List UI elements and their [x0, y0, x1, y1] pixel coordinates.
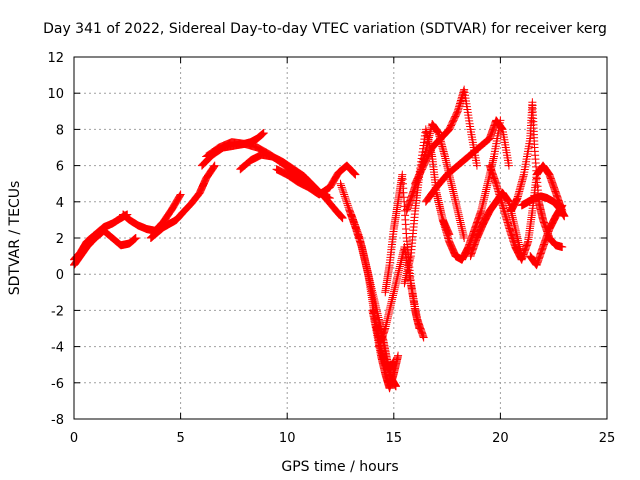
data-point: [444, 126, 453, 135]
data-point: [209, 163, 218, 172]
data-point: [340, 190, 349, 199]
x-tick-label: 20: [492, 431, 509, 446]
data-point: [472, 161, 481, 170]
x-tick-labels: 0 5 10 15 20 25: [70, 431, 615, 446]
data-point: [348, 213, 357, 222]
data-point: [350, 218, 359, 227]
data-point: [558, 201, 567, 210]
data-point: [338, 185, 347, 194]
data-point: [338, 214, 347, 223]
data-point: [504, 161, 513, 170]
data-point: [339, 188, 348, 197]
y-tick-label: 6: [56, 160, 64, 175]
x-axis-label: GPS time / hours: [281, 459, 398, 475]
data-point: [347, 212, 356, 221]
x-tick-label: 0: [70, 431, 78, 446]
data-point: [349, 217, 358, 226]
chart-title: Day 341 of 2022, Sidereal Day-to-day VTE…: [43, 21, 607, 37]
y-tick-label: 12: [47, 51, 64, 66]
x-tick-label: 5: [176, 431, 184, 446]
y-tick-label: -2: [51, 304, 64, 319]
data-point: [210, 161, 219, 170]
data-point: [338, 186, 347, 195]
y-tick-label: -4: [51, 341, 64, 356]
data-point: [558, 243, 567, 252]
data-point: [350, 169, 359, 178]
data-point: [349, 168, 358, 177]
data-point: [351, 170, 360, 179]
data-point: [131, 234, 140, 242]
data-point: [460, 234, 469, 242]
y-tick-label: 4: [56, 196, 64, 211]
data-point: [343, 199, 352, 208]
data-point: [351, 222, 360, 231]
axis-ticks: [73, 56, 608, 420]
data-point: [342, 197, 351, 206]
y-tick-label: 0: [56, 268, 64, 283]
data-point: [350, 170, 359, 179]
data-point: [560, 212, 569, 221]
data-point: [337, 181, 346, 190]
data-point: [348, 215, 357, 224]
y-tick-label: -8: [51, 413, 64, 428]
data-point: [210, 162, 219, 171]
data-point: [354, 230, 363, 239]
y-tick-label: -6: [51, 377, 64, 392]
grid-lines: [74, 57, 607, 419]
data-point: [353, 228, 362, 237]
data-point: [340, 192, 349, 201]
x-tick-label: 15: [386, 431, 403, 446]
data-point: [259, 129, 268, 138]
data-point: [347, 210, 356, 219]
data-point: [341, 194, 350, 203]
x-tick-label: 10: [279, 431, 296, 446]
y-axis-label: SDTVAR / TECUs: [7, 181, 23, 296]
data-point: [341, 195, 350, 204]
data-point: [484, 135, 493, 144]
data-point: [175, 191, 184, 200]
data-point: [419, 333, 428, 342]
data-point: [337, 183, 346, 192]
data-point: [394, 351, 403, 360]
data-point: [175, 192, 184, 201]
data-points: [70, 85, 569, 393]
data-point: [352, 225, 361, 234]
data-point: [355, 232, 364, 241]
x-tick-label: 25: [599, 431, 616, 446]
data-point: [343, 201, 352, 210]
data-point: [352, 223, 361, 232]
y-tick-label: 10: [47, 87, 64, 102]
data-point: [176, 190, 185, 199]
data-point: [353, 227, 362, 236]
data-point: [350, 220, 359, 229]
y-tick-labels: -8 -6 -4 -2 0 2 4 6 8 10 12: [47, 51, 64, 428]
y-tick-label: 2: [56, 232, 64, 247]
data-point: [336, 179, 345, 188]
y-tick-label: 8: [56, 123, 64, 138]
